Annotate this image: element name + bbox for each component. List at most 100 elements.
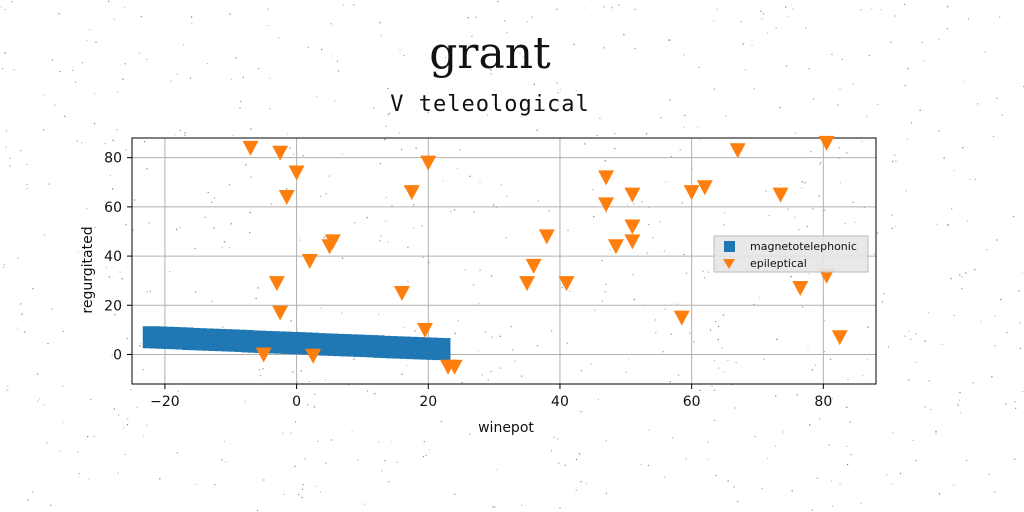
noise-dot — [816, 477, 818, 479]
noise-dot — [699, 389, 701, 391]
noise-dot — [109, 174, 111, 177]
noise-dot — [445, 56, 447, 59]
noise-dot — [351, 431, 353, 433]
noise-dot — [43, 94, 45, 96]
noise-dot — [267, 25, 269, 27]
noise-dot — [611, 7, 613, 9]
noise-dot — [999, 16, 1001, 18]
noise-dot — [685, 272, 688, 274]
triangle-marker — [305, 348, 322, 364]
noise-dot — [988, 473, 990, 475]
noise-dot — [78, 473, 81, 475]
noise-dot — [295, 421, 297, 423]
noise-dot — [737, 501, 739, 503]
noise-dot — [548, 210, 550, 212]
noise-dot — [886, 474, 888, 476]
noise-dot — [566, 342, 568, 344]
noise-dot — [222, 326, 224, 328]
noise-dot — [915, 460, 917, 462]
noise-dot — [413, 204, 415, 206]
noise-dot — [907, 68, 909, 70]
noise-dot — [941, 343, 943, 345]
noise-dot — [136, 406, 138, 408]
series-epileptical — [242, 135, 848, 375]
noise-dot — [722, 314, 725, 316]
noise-dot — [829, 358, 832, 360]
noise-dot — [634, 8, 636, 11]
triangle-marker — [288, 165, 305, 181]
noise-dot — [668, 39, 670, 41]
triangle-marker — [624, 234, 641, 250]
noise-dot — [849, 421, 851, 423]
noise-dot — [811, 509, 813, 511]
noise-dot — [806, 225, 808, 228]
noise-dot — [330, 439, 333, 441]
noise-dot — [130, 389, 132, 391]
noise-dot — [905, 190, 907, 192]
noise-dot — [866, 358, 869, 360]
noise-dot — [250, 176, 252, 178]
noise-dot — [294, 465, 296, 467]
noise-dot — [302, 484, 304, 486]
noise-dot — [832, 397, 834, 400]
noise-dot — [692, 404, 694, 406]
noise-dot — [787, 208, 789, 210]
noise-dot — [307, 46, 309, 48]
noise-dot — [684, 114, 686, 117]
noise-dot — [634, 47, 636, 50]
noise-dot — [818, 195, 820, 197]
noise-dot — [824, 351, 826, 353]
noise-dot — [43, 234, 46, 236]
noise-dot — [1014, 458, 1016, 460]
noise-dot — [11, 1, 13, 3]
noise-dot — [16, 327, 18, 329]
noise-dot — [536, 345, 539, 347]
noise-dot — [176, 452, 178, 454]
noise-dot — [124, 7, 126, 9]
noise-dot — [838, 157, 840, 159]
noise-dot — [174, 134, 176, 136]
noise-dot — [767, 32, 769, 34]
noise-dot — [477, 350, 479, 352]
noise-dot — [575, 90, 577, 92]
noise-dot — [81, 142, 83, 144]
noise-dot — [580, 370, 583, 372]
noise-dot — [707, 458, 709, 461]
noise-dot — [717, 325, 719, 327]
noise-dot — [239, 107, 241, 109]
noise-dot — [37, 400, 39, 402]
noise-dot — [614, 132, 616, 134]
noise-dot — [17, 257, 19, 259]
noise-dot — [994, 315, 996, 317]
noise-dot — [812, 208, 814, 210]
noise-dot — [9, 165, 11, 167]
noise-dot — [72, 69, 74, 71]
noise-dot — [805, 27, 807, 29]
square-marker — [432, 338, 451, 361]
noise-dot — [5, 146, 7, 148]
noise-dot — [473, 284, 475, 286]
noise-dot — [947, 6, 949, 8]
noise-dot — [342, 4, 345, 6]
noise-dot — [996, 239, 998, 241]
noise-dot — [211, 300, 213, 302]
noise-dot — [984, 51, 986, 53]
noise-dot — [521, 375, 523, 377]
noise-dot — [259, 374, 261, 377]
noise-dot — [149, 290, 151, 292]
noise-dot — [881, 301, 884, 303]
noise-dot — [353, 358, 355, 360]
noise-dot — [250, 128, 252, 130]
noise-dot — [930, 409, 932, 411]
noise-dot — [428, 261, 430, 264]
legend-label-magnetotelephonic: magnetotelephonic — [750, 240, 857, 253]
noise-dot — [974, 269, 976, 271]
noise-dot — [512, 349, 514, 351]
noise-dot — [87, 436, 89, 438]
noise-dot — [723, 224, 725, 226]
triangle-marker — [321, 239, 338, 255]
noise-dot — [596, 135, 598, 137]
noise-dot — [698, 66, 700, 68]
noise-dot — [785, 6, 787, 8]
noise-dot — [727, 480, 729, 482]
